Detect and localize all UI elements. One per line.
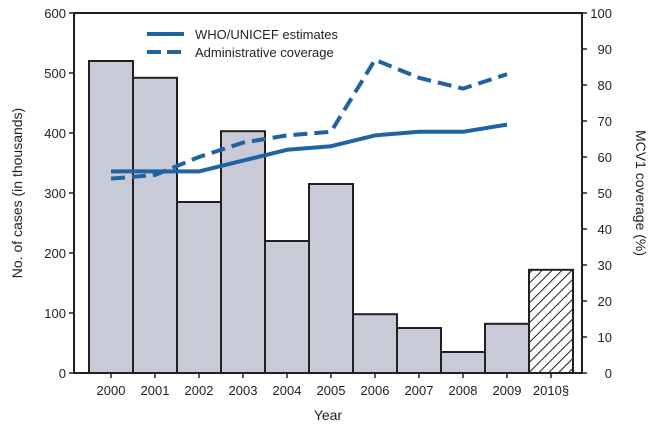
x-tick-label: 2003 [229, 383, 258, 398]
y2-tick-label: 30 [598, 258, 612, 273]
bar [528, 268, 574, 374]
x-axis-label: Year [314, 407, 343, 423]
bar [176, 201, 222, 374]
y2-tick-label: 20 [598, 294, 612, 309]
y2-tick-label: 50 [598, 186, 612, 201]
y2-tick-label: 0 [605, 366, 612, 381]
y2-tick-label: 100 [590, 6, 612, 21]
y-axis-label: No. of cases (in thousands) [9, 108, 25, 278]
legend: WHO/UNICEF estimates Administrative cove… [147, 27, 339, 60]
x-tick-label: 2007 [405, 383, 434, 398]
y-tick-label: 400 [44, 126, 66, 141]
x-tick-label: 2010§ [533, 383, 569, 398]
y2-tick-label: 80 [598, 78, 612, 93]
bar [132, 76, 178, 375]
y-tick-label: 0 [59, 366, 66, 381]
bar [264, 240, 310, 374]
series-line [111, 122, 508, 174]
bar [220, 130, 266, 374]
y-tick-label: 100 [44, 306, 66, 321]
x-tick-label: 2009 [493, 383, 522, 398]
y2-tick-label: 70 [598, 114, 612, 129]
y2-axis-label: MCV1 coverage (%) [633, 130, 649, 256]
y-tick-label: 500 [44, 66, 66, 81]
y2-tick-label: 60 [598, 150, 612, 165]
x-tick-label: 2005 [317, 383, 346, 398]
bar [484, 322, 530, 374]
y-tick-label: 600 [44, 6, 66, 21]
bar [396, 327, 442, 374]
y2-tick-label: 40 [598, 222, 612, 237]
y2-tick-label: 10 [598, 330, 612, 345]
y-tick-label: 200 [44, 246, 66, 261]
y-tick-label: 300 [44, 186, 66, 201]
bar [352, 313, 398, 375]
legend-label-who: WHO/UNICEF estimates [195, 27, 339, 42]
legend-label-admin: Administrative coverage [195, 45, 334, 60]
x-tick-label: 2002 [185, 383, 214, 398]
bar [440, 351, 486, 374]
x-tick-label: 2008 [449, 383, 478, 398]
y2-tick-label: 90 [598, 42, 612, 57]
x-tick-label: 2004 [273, 383, 302, 398]
bar [88, 60, 134, 374]
series-line [110, 57, 508, 181]
x-tick-label: 2000 [97, 383, 126, 398]
bar [308, 183, 354, 374]
x-tick-label: 2006 [361, 383, 390, 398]
x-tick-label: 2001 [141, 383, 170, 398]
